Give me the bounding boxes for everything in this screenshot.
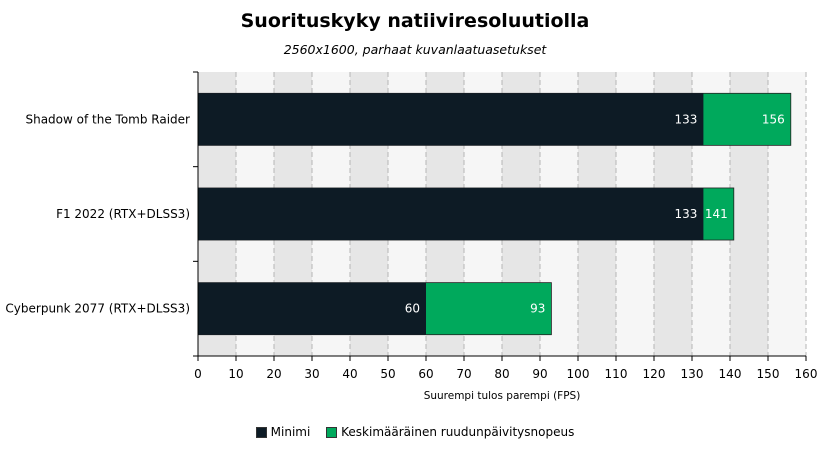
x-tick-label: 160 bbox=[795, 367, 818, 381]
x-tick-label: 10 bbox=[228, 367, 243, 381]
chart-title: Suorituskyky natiiviresoluutiolla bbox=[240, 10, 590, 32]
x-tick-label: 20 bbox=[266, 367, 281, 381]
x-tick-label: 100 bbox=[567, 367, 590, 381]
x-axis-title: Suurempi tulos parempi (FPS) bbox=[424, 390, 581, 402]
bar-minimum bbox=[198, 187, 704, 241]
data-label-minimum: 133 bbox=[674, 112, 697, 126]
x-tick-label: 90 bbox=[532, 367, 547, 381]
chart-legend: Minimi Keskimääräinen ruudunpäivitysnope… bbox=[0, 424, 830, 439]
legend-item-minimi: Minimi bbox=[255, 424, 311, 439]
x-tick-label: 120 bbox=[643, 367, 666, 381]
x-tick-label: 80 bbox=[494, 367, 509, 381]
bar-minimum bbox=[198, 282, 426, 335]
category-label: F1 2022 (RTX+DLSS3) bbox=[56, 207, 190, 221]
data-label-average: 93 bbox=[530, 302, 545, 316]
x-tick-label: 150 bbox=[757, 367, 780, 381]
category-label: Shadow of the Tomb Raider bbox=[25, 112, 190, 126]
x-tick-label: 70 bbox=[456, 367, 471, 381]
x-tick-label: 30 bbox=[304, 367, 319, 381]
x-tick-label: 0 bbox=[194, 367, 202, 381]
legend-item-average: Keskimääräinen ruudunpäivitysnopeus bbox=[326, 425, 574, 439]
x-tick-label: 140 bbox=[719, 367, 742, 381]
data-label-average: 156 bbox=[762, 112, 785, 126]
x-tick-label: 130 bbox=[681, 367, 704, 381]
chart-subtitle: 2560x1600, parhaat kuvanlaatuasetukset bbox=[283, 42, 547, 57]
bar-minimum bbox=[198, 93, 704, 146]
legend-label-average: Keskimääräinen ruudunpäivitysnopeus bbox=[341, 424, 575, 439]
x-tick-label: 60 bbox=[418, 367, 433, 381]
legend-label-minimi: Minimi bbox=[270, 424, 311, 439]
x-tick-label: 40 bbox=[342, 367, 357, 381]
category-label: Cyberpunk 2077 (RTX+DLSS3) bbox=[5, 302, 190, 316]
data-label-average: 141 bbox=[705, 207, 728, 221]
x-tick-label: 50 bbox=[380, 367, 395, 381]
legend-swatch-average bbox=[326, 426, 338, 438]
data-label-minimum: 133 bbox=[674, 207, 697, 221]
x-tick-label: 110 bbox=[605, 367, 628, 381]
data-label-minimum: 60 bbox=[405, 302, 420, 316]
legend-swatch-minimi bbox=[255, 426, 267, 438]
